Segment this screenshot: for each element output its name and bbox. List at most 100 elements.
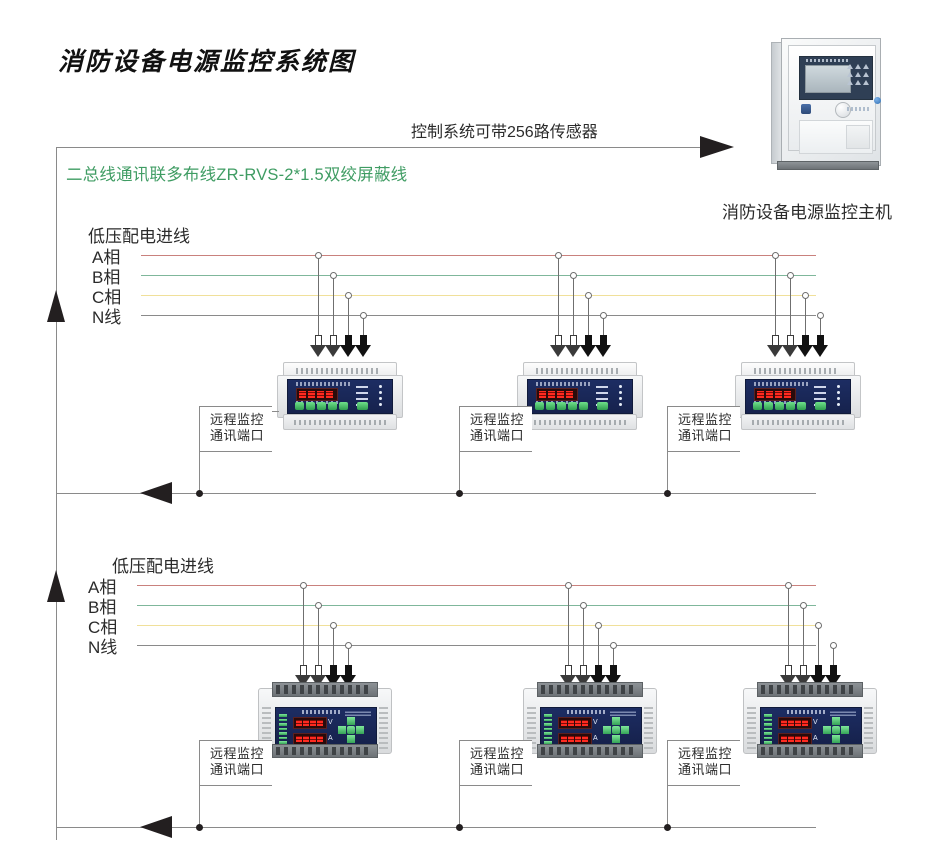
port-callout-u3: 远程监控 通讯端口 xyxy=(667,406,741,452)
drop-line-l1-n xyxy=(348,645,349,665)
phase-label-upper-c: C相 xyxy=(92,288,122,307)
device-faceplate xyxy=(287,379,393,414)
tap-point-u1-c xyxy=(345,292,352,299)
device-upper-1[interactable] xyxy=(277,362,403,430)
cabinet-lock-icon[interactable] xyxy=(874,97,881,104)
drop-line-l1-c xyxy=(333,625,334,665)
device-faceplate xyxy=(527,379,633,414)
device-case-body: V A xyxy=(523,688,657,754)
tap-point-l2-c xyxy=(595,622,602,629)
phase-bus-lower-c xyxy=(137,625,816,626)
phase-label-upper-b: B相 xyxy=(92,268,121,287)
drop-line-l3-a xyxy=(788,585,789,665)
phase-label-lower-a: A相 xyxy=(88,578,117,597)
tap-point-l3-c xyxy=(815,622,822,629)
arrow-hollow-l1-a xyxy=(300,665,307,676)
phase-bus-upper-a xyxy=(141,255,816,256)
navigation-pad[interactable] xyxy=(338,717,364,743)
drop-line-l1-a xyxy=(303,585,304,665)
heat-fin-right-icon xyxy=(644,705,653,749)
arrow-solid-u2-c xyxy=(585,335,592,346)
device-enter-button[interactable] xyxy=(597,402,608,410)
tap-point-u1-b xyxy=(330,272,337,279)
tap-point-l3-a xyxy=(785,582,792,589)
device-digit-display xyxy=(754,388,796,401)
control-cabinet-icon[interactable] xyxy=(771,38,881,170)
phase-bus-lower-n xyxy=(137,645,816,646)
device-faceplate: V A xyxy=(760,707,862,751)
arrow-solid-u3-c xyxy=(802,335,809,346)
device-brand-text xyxy=(610,710,636,716)
drop-line-u1-c xyxy=(348,295,349,335)
phase-bus-lower-a xyxy=(137,585,816,586)
navigation-pad[interactable] xyxy=(603,717,629,743)
terminal-block-bottom xyxy=(537,744,643,758)
device-led-column xyxy=(279,714,287,749)
device-button-group[interactable] xyxy=(535,402,601,410)
port-callout-l1: 远程监控 通讯端口 xyxy=(199,740,273,786)
arrow-solid-l1-n xyxy=(345,665,352,676)
device-upper-2[interactable] xyxy=(517,362,643,430)
device-enter-button[interactable] xyxy=(815,402,826,410)
device-title-text xyxy=(787,710,827,714)
bus-node-l2 xyxy=(456,824,463,831)
tap-point-u1-a xyxy=(315,252,322,259)
arrow-solid-tip-u1-n xyxy=(355,345,371,357)
device-enter-button[interactable] xyxy=(357,402,368,410)
device-lower-2[interactable]: V A xyxy=(523,680,657,760)
tap-point-u3-n xyxy=(817,312,824,319)
arrow-solid-tip-u2-n xyxy=(595,345,611,357)
bus-node-u1 xyxy=(196,490,203,497)
terminal-block-top xyxy=(757,682,863,697)
device-brand-text xyxy=(830,710,856,716)
phase-bus-upper-c xyxy=(141,295,816,296)
phase-bus-lower-b xyxy=(137,605,816,606)
vent-strip-bottom-icon xyxy=(752,420,844,425)
drop-line-l2-a xyxy=(568,585,569,665)
arrow-right-icon xyxy=(841,726,849,734)
bus-arrow-up-upper xyxy=(47,290,65,322)
device-lower-1[interactable]: V A xyxy=(258,680,392,760)
drop-line-u2-c xyxy=(588,295,589,335)
device-case-body: V A xyxy=(258,688,392,754)
heat-fin-left-icon xyxy=(262,705,271,749)
device-case-bottom xyxy=(741,414,855,430)
tap-point-l2-a xyxy=(565,582,572,589)
phase-label-lower-c: C相 xyxy=(88,618,118,637)
arrow-right-icon xyxy=(356,726,364,734)
drop-line-l2-b xyxy=(583,605,584,665)
device-button-group[interactable] xyxy=(295,402,361,410)
arrow-left-icon xyxy=(823,726,831,734)
arrow-hollow-tip-u1-a xyxy=(310,345,326,357)
arrow-left-icon xyxy=(603,726,611,734)
drop-line-l2-c xyxy=(598,625,599,665)
callout-drop-l1 xyxy=(199,745,200,827)
device-upper-3[interactable] xyxy=(735,362,861,430)
device-lower-3[interactable]: V A xyxy=(743,680,877,760)
cabinet-screen-area xyxy=(799,56,873,100)
tap-point-l2-b xyxy=(580,602,587,609)
cabinet-panel-insert xyxy=(846,125,870,149)
drop-line-l3-n xyxy=(833,645,834,665)
tap-point-l3-n xyxy=(830,642,837,649)
callout-drop-u2 xyxy=(459,411,460,493)
voltage-unit-label: V xyxy=(813,719,818,726)
cabinet-square-button[interactable] xyxy=(801,104,811,114)
tap-point-l1-a xyxy=(300,582,307,589)
navigation-pad[interactable] xyxy=(823,717,849,743)
arrow-hollow-tip-u3-b xyxy=(782,345,798,357)
drop-line-l3-c xyxy=(818,625,819,665)
device-button-group[interactable] xyxy=(753,402,819,410)
drop-line-u1-b xyxy=(333,275,334,335)
port-callout-u1: 远程监控 通讯端口 xyxy=(199,406,273,452)
arrow-hollow-l1-b xyxy=(315,665,322,676)
bus-line-lower-branch xyxy=(56,827,816,828)
device-led-column xyxy=(764,714,772,749)
heat-fin-right-icon xyxy=(864,705,873,749)
tap-point-l2-n xyxy=(610,642,617,649)
device-brand-text xyxy=(345,710,371,716)
drop-line-u2-a xyxy=(558,255,559,335)
tap-point-u2-n xyxy=(600,312,607,319)
arrow-hollow-u2-a xyxy=(555,335,562,346)
arrow-left-icon xyxy=(338,726,346,734)
